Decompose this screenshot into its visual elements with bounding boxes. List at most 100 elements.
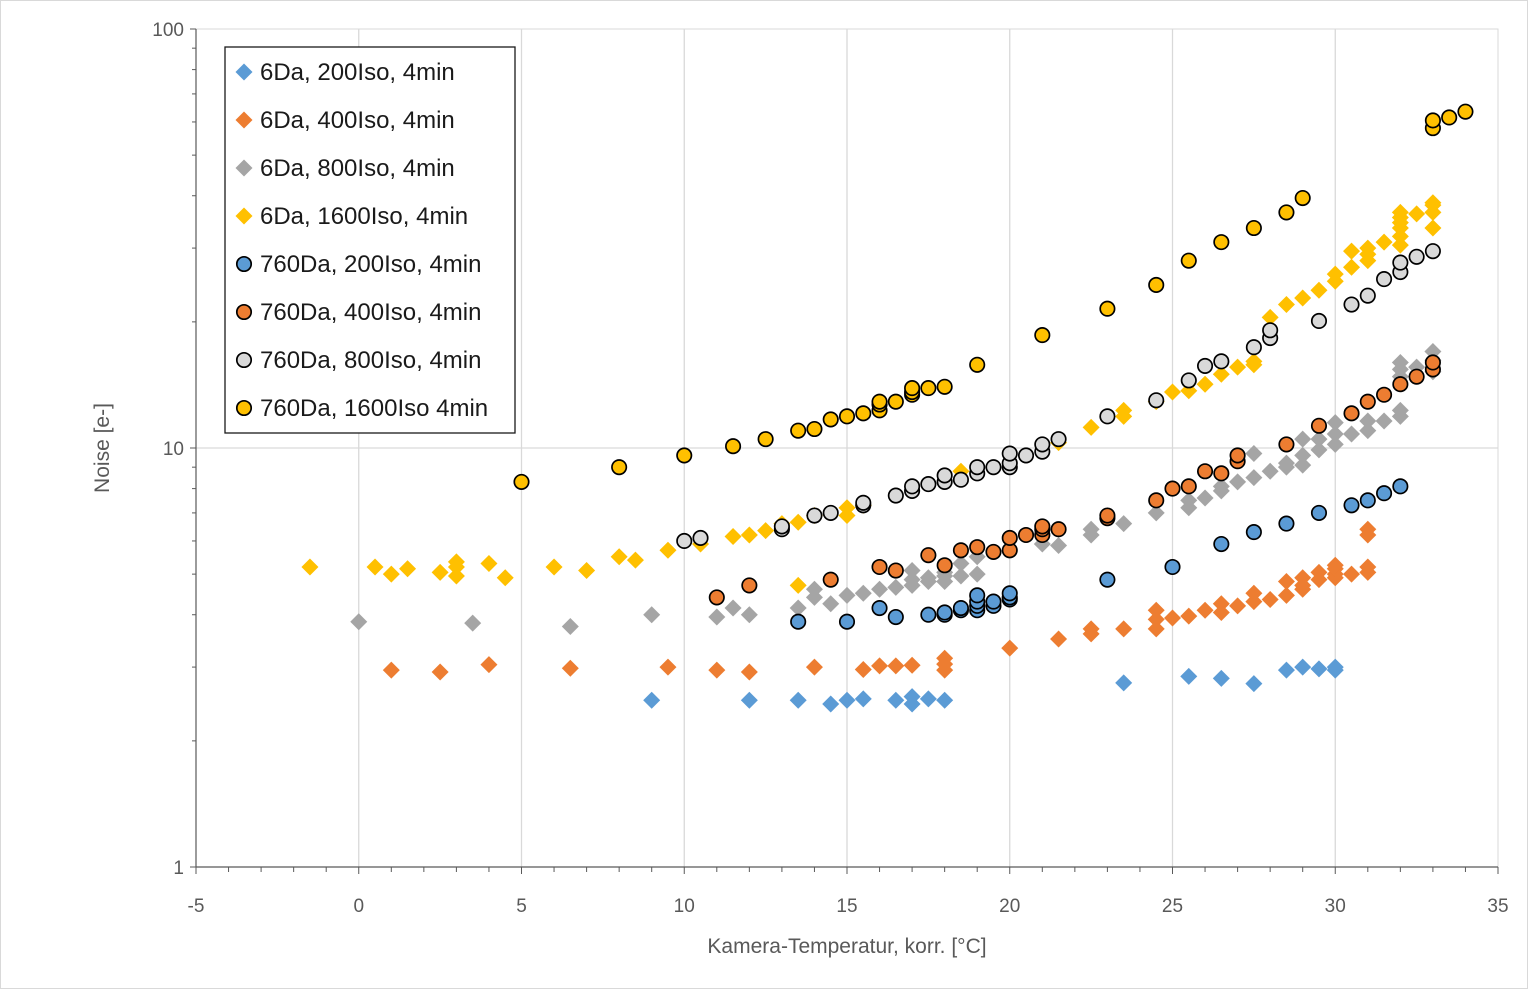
x-tick-label: 25	[1162, 896, 1183, 917]
data-point-diamond	[1261, 308, 1279, 326]
data-point-diamond	[1424, 194, 1442, 212]
data-point-circle	[969, 459, 986, 476]
data-point-circle	[513, 473, 530, 490]
data-point-diamond	[1229, 473, 1247, 491]
data-point-circle	[1197, 463, 1214, 480]
data-point-diamond	[871, 580, 889, 598]
data-point-diamond	[1245, 445, 1263, 463]
data-point-diamond	[1180, 491, 1198, 509]
data-point-diamond	[1147, 601, 1165, 619]
data-point-diamond	[757, 522, 775, 540]
data-point-circle	[1180, 252, 1197, 269]
data-point-circle	[1343, 405, 1360, 422]
x-tick-label: 30	[1325, 896, 1346, 917]
legend-marker	[235, 159, 253, 177]
data-point-diamond	[301, 558, 319, 576]
data-point-circle	[920, 476, 937, 493]
data-point-circle	[838, 408, 856, 425]
data-point-diamond	[854, 661, 872, 679]
data-point-diamond	[480, 555, 498, 573]
data-point-diamond	[1375, 412, 1393, 430]
data-point-diamond	[1375, 233, 1393, 251]
y-axis-title: Noise [e-]	[91, 403, 114, 493]
data-point-diamond	[1082, 620, 1100, 638]
data-point-diamond	[887, 657, 905, 675]
data-point-diamond	[1245, 352, 1263, 370]
data-point-diamond	[643, 691, 661, 709]
data-point-circle	[871, 393, 888, 410]
data-point-diamond	[805, 658, 823, 676]
data-point-circle	[1245, 524, 1262, 541]
data-point-diamond	[1277, 586, 1295, 604]
data-point-diamond	[805, 580, 823, 598]
data-point-diamond	[561, 659, 579, 677]
data-point-diamond	[1164, 383, 1181, 401]
data-point-circle	[1245, 219, 1262, 237]
data-point-circle	[887, 393, 904, 410]
data-point-circle	[952, 599, 969, 617]
data-point-diamond	[431, 663, 449, 681]
data-point-circle	[1034, 518, 1051, 535]
data-point-circle	[1148, 492, 1165, 509]
legend-marker	[235, 399, 253, 417]
data-point-circle	[1034, 327, 1051, 344]
data-point-diamond	[1310, 441, 1328, 459]
data-point-diamond	[1277, 573, 1295, 591]
data-point-diamond	[1326, 265, 1344, 283]
data-point-diamond	[1326, 435, 1344, 453]
data-point-diamond	[838, 586, 856, 604]
data-point-diamond	[1294, 456, 1312, 474]
legend-marker	[235, 351, 253, 369]
data-point-diamond	[936, 691, 954, 709]
data-point-diamond	[1147, 620, 1165, 638]
data-point-circle	[1278, 204, 1295, 221]
data-point-circle	[676, 447, 693, 464]
data-point-circle	[1343, 497, 1360, 514]
data-point-diamond	[1359, 412, 1377, 430]
data-point-circle	[969, 539, 986, 556]
data-point-circle	[936, 378, 953, 395]
data-point-circle	[1245, 339, 1262, 356]
data-point-circle	[1017, 526, 1035, 544]
data-point-circle	[1099, 571, 1116, 588]
data-point-circle	[1310, 417, 1328, 434]
data-series	[301, 103, 1474, 713]
data-point-diamond	[1180, 607, 1198, 625]
data-point-circle	[1392, 376, 1409, 393]
data-point-circle	[855, 494, 872, 511]
data-point-circle	[1294, 189, 1311, 207]
data-point-circle	[822, 571, 839, 588]
legend-marker	[235, 255, 253, 273]
data-point-circle	[1278, 515, 1295, 532]
data-point-diamond	[1310, 563, 1328, 581]
data-point-diamond	[1082, 418, 1100, 436]
data-point-circle	[741, 577, 758, 594]
data-point-diamond	[1391, 203, 1409, 221]
data-point-diamond	[1196, 489, 1214, 507]
data-point-diamond	[1277, 661, 1295, 679]
data-point-diamond	[871, 657, 889, 675]
data-point-diamond	[1115, 515, 1133, 533]
legend-label: 760Da, 400Iso, 4min	[260, 299, 481, 326]
data-point-circle	[1408, 248, 1425, 265]
data-point-diamond	[903, 562, 921, 580]
data-point-diamond	[1391, 236, 1409, 254]
x-tick-label: 10	[674, 896, 695, 917]
data-point-diamond	[1326, 425, 1344, 443]
data-point-diamond	[854, 690, 872, 708]
data-point-diamond	[789, 576, 807, 594]
x-tick-label: 0	[353, 896, 364, 917]
data-point-circle	[806, 420, 823, 438]
data-point-circle	[936, 467, 953, 484]
data-point-diamond	[1229, 597, 1247, 615]
data-point-diamond	[1294, 658, 1312, 676]
x-tick-label: -5	[188, 896, 205, 917]
data-point-diamond	[1277, 454, 1295, 472]
data-point-circle	[790, 613, 807, 630]
data-point-diamond	[740, 691, 758, 709]
data-point-circle	[1099, 507, 1116, 524]
data-point-circle	[676, 532, 693, 550]
data-point-circle	[887, 487, 904, 504]
data-point-diamond	[1164, 609, 1181, 627]
data-point-diamond	[1359, 520, 1377, 538]
